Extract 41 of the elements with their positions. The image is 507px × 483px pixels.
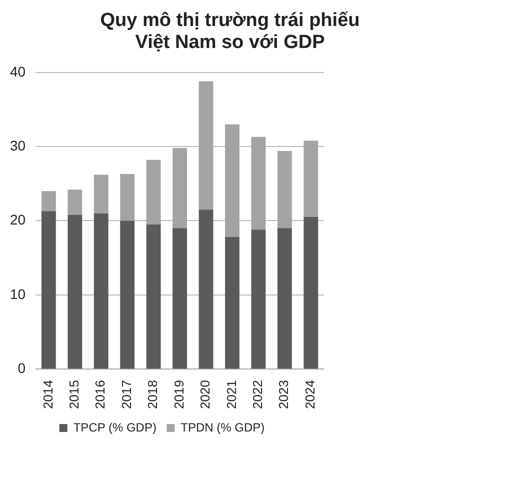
x-tick-label: 2016 [92,380,108,409]
bar [251,136,266,230]
bar [172,148,187,228]
x-tick-label: 2019 [171,380,186,409]
y-tick-label: 30 [10,137,26,154]
chart-title: Quy mô thị trường trái phiếu Việt Nam so với GDP [99,10,361,54]
y-tick-label: 10 [10,286,26,302]
x-tick-label: 2018 [145,380,160,409]
legend-label: TPCP (% GDP) [73,420,156,434]
bar [304,140,318,218]
bar [172,228,187,369]
x-tick-label: 2014 [40,380,56,409]
x-tick-label: 2020 [198,380,213,409]
bar [120,174,135,221]
bar [251,230,266,369]
bar [120,220,135,369]
bar [94,213,108,369]
x-tick-label: 2022 [250,380,266,409]
x-tick-label: 2024 [302,380,318,409]
x-tick-label: 2017 [118,380,134,409]
y-tick-label: 40 [10,63,26,80]
bar [146,160,161,224]
bar [198,81,214,210]
bar [41,191,56,212]
x-tick-label: 2015 [66,380,82,409]
bar [68,190,82,215]
bar [225,124,240,238]
bar [94,174,108,214]
bar [304,217,318,369]
bar [41,211,56,369]
bar [225,237,240,369]
bar [146,224,161,369]
bar [68,214,82,369]
bar [277,228,292,369]
x-tick-label: 2023 [276,380,292,409]
legend-label: TPDN (% GDP) [180,420,265,434]
x-tick-label: 2021 [224,380,239,409]
bar [198,210,214,369]
y-tick-label: 0 [18,360,26,376]
y-tick-label: 20 [10,212,26,228]
bar [277,151,292,228]
